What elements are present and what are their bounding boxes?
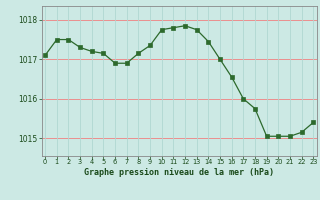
X-axis label: Graphe pression niveau de la mer (hPa): Graphe pression niveau de la mer (hPa) <box>84 168 274 177</box>
